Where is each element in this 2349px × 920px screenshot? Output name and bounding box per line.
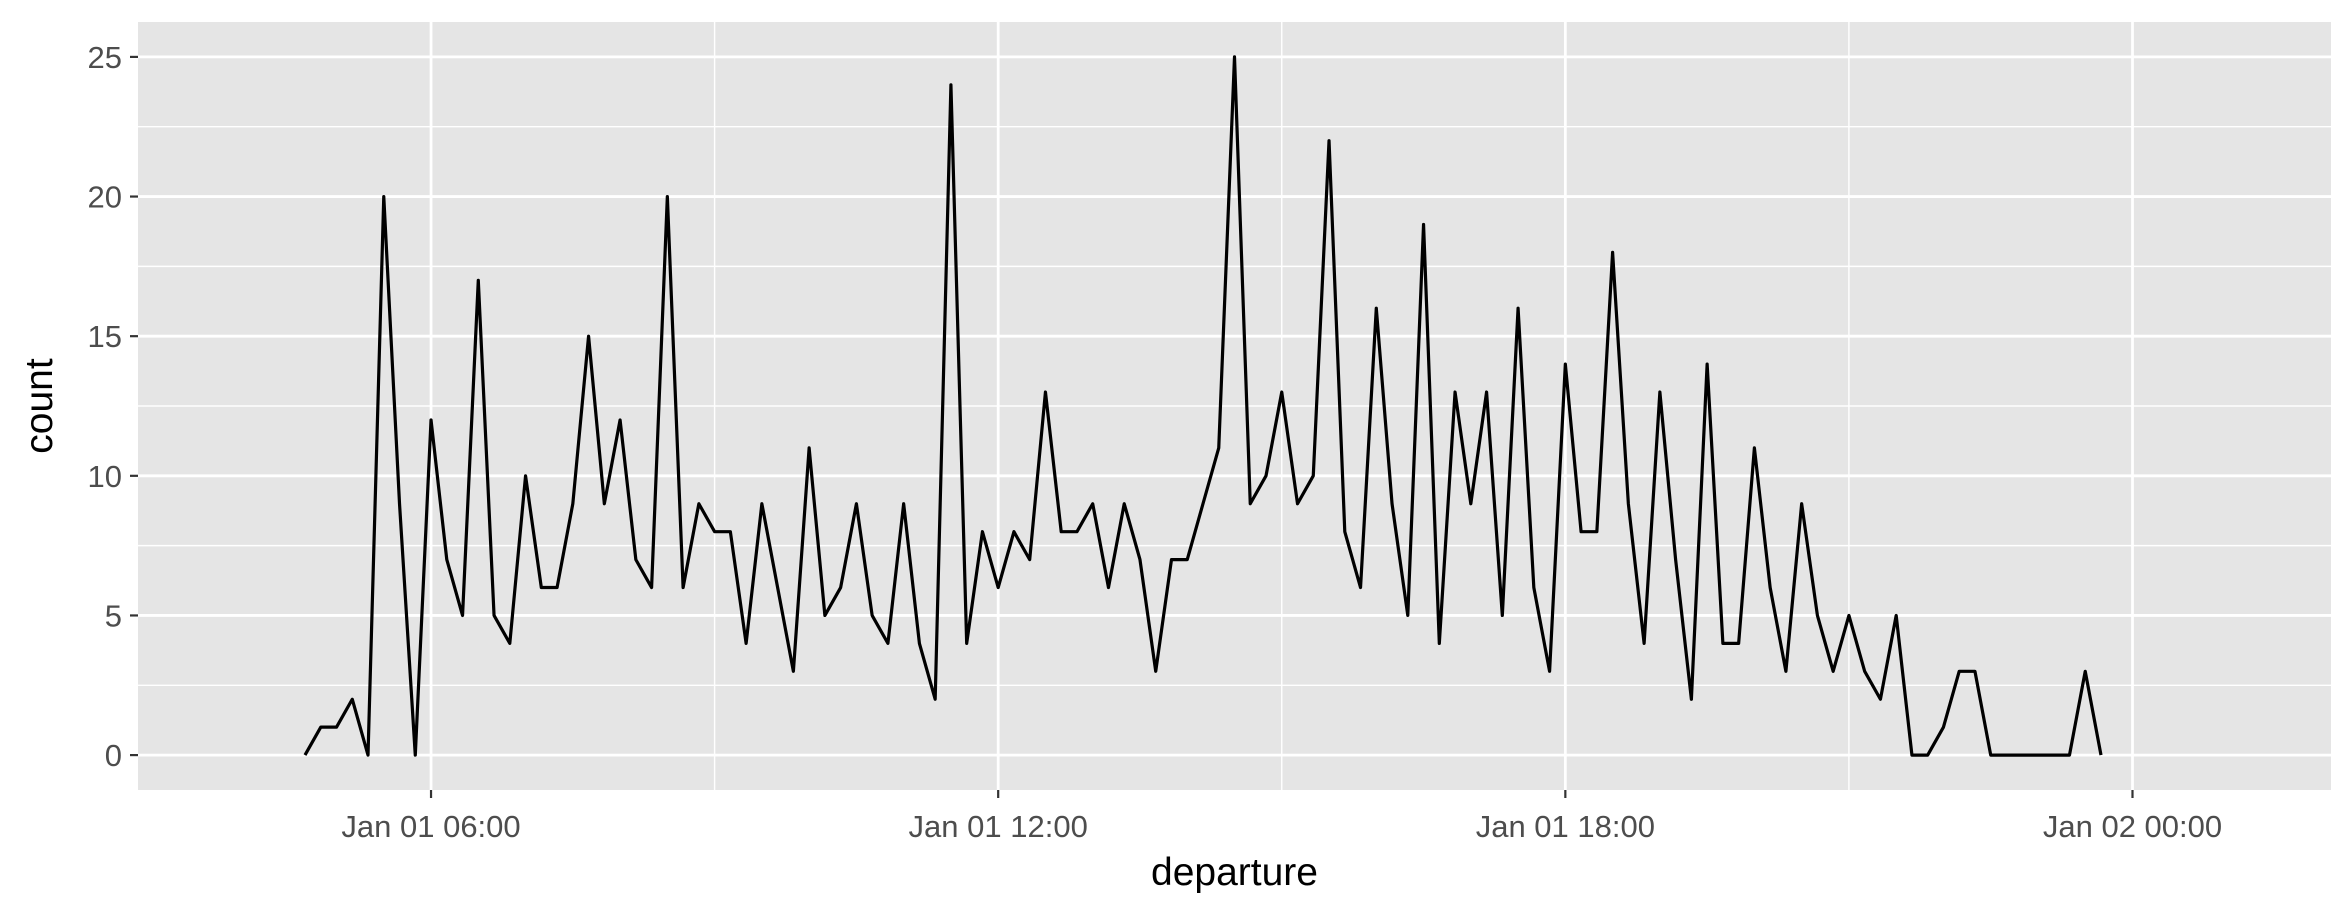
- series-line: [303, 55, 2103, 757]
- y-axis: 0 5 10 15 20 25: [88, 40, 138, 773]
- y-axis-title: count: [18, 358, 61, 454]
- y-tick-label: 5: [105, 598, 122, 633]
- y-tick-label: 15: [88, 319, 122, 354]
- x-axis: Jan 01 06:00 Jan 01 12:00 Jan 01 18:00 Jan …: [341, 790, 2222, 844]
- y-tick-label: 0: [105, 738, 122, 773]
- y-tick-label: 25: [88, 40, 122, 75]
- x-tick-label: Jan 01 18:00: [1476, 809, 1655, 844]
- y-tick-label: 10: [88, 459, 122, 494]
- y-tick-label: 20: [88, 180, 122, 215]
- x-tick-label: Jan 01 12:00: [909, 809, 1088, 844]
- x-tick-label: Jan 01 06:00: [341, 809, 520, 844]
- minor-gridlines: [138, 22, 2331, 790]
- x-tick-label: Jan 02 00:00: [2043, 809, 2222, 844]
- x-axis-title: departure: [1151, 851, 1318, 894]
